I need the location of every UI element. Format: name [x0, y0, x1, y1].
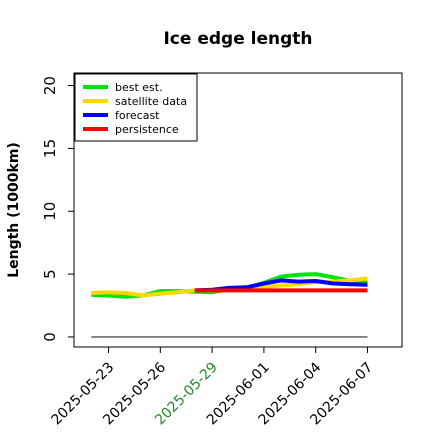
plot-area: 051015202025-05-232025-05-262025-05-2920… — [41, 72, 403, 428]
y-tick-label-0: 0 — [41, 332, 59, 342]
legend-label-2: forecast — [115, 109, 160, 122]
y-axis-label: Length (1000km) — [6, 142, 22, 278]
plot-frame — [73, 72, 403, 348]
y-tick-label-2: 10 — [41, 202, 59, 221]
legend-label-0: best est. — [115, 81, 163, 94]
legend-label-3: persistence — [115, 123, 179, 136]
chart-title: Ice edge length — [163, 29, 312, 49]
y-tick-label-1: 5 — [41, 269, 59, 279]
y-tick-label-4: 20 — [41, 76, 59, 95]
y-tick-label-3: 15 — [41, 139, 59, 158]
legend-label-1: satellite data — [115, 95, 187, 108]
